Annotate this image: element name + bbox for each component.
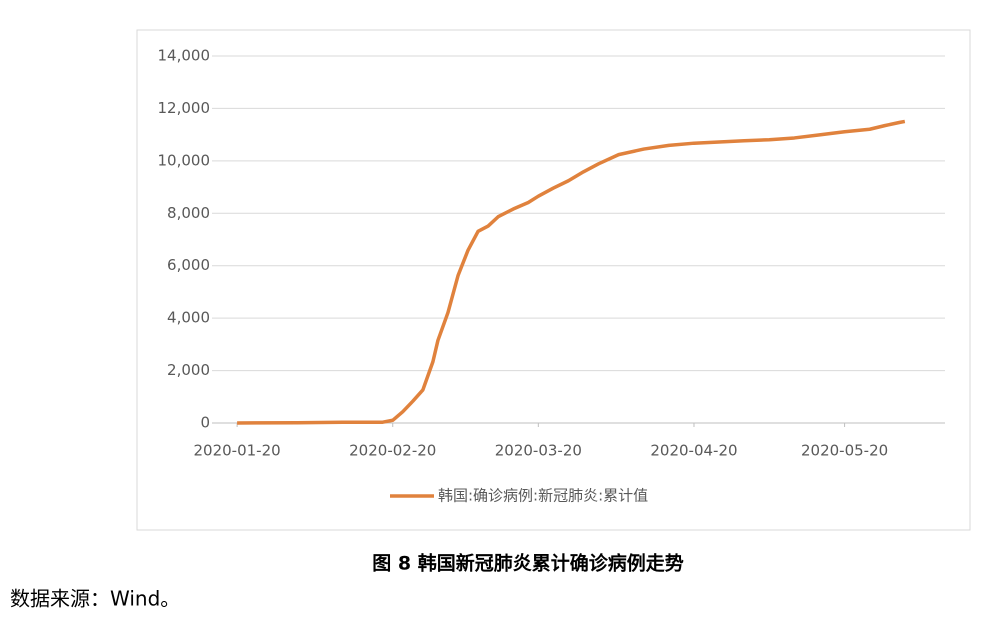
chart-frame xyxy=(136,29,971,531)
y-tick-label: 6,000 xyxy=(167,256,210,274)
legend-label: 韩国:确诊病例:新冠肺炎:累计值 xyxy=(438,487,648,505)
source: 数据来源：Wind。 xyxy=(10,587,180,611)
x-tick-label: 2020-03-20 xyxy=(495,442,582,460)
y-tick-label: 10,000 xyxy=(158,151,211,169)
x-tick-label: 2020-05-20 xyxy=(801,442,888,460)
y-tick-label: 4,000 xyxy=(167,309,210,327)
caption: 图 8 韩国新冠肺炎累计确诊病例走势 xyxy=(372,552,683,575)
x-tick-label: 2020-01-20 xyxy=(194,442,281,460)
x-tick-label: 2020-02-20 xyxy=(349,442,436,460)
y-tick-label: 8,000 xyxy=(167,204,210,222)
y-tick-label: 14,000 xyxy=(158,47,211,65)
line xyxy=(237,119,906,425)
x-tick-label: 2020-04-20 xyxy=(650,442,737,460)
y-tick-label: 12,000 xyxy=(158,99,211,117)
y-tick-label: 0 xyxy=(200,414,210,432)
y-tick-label: 2,000 xyxy=(167,361,210,379)
